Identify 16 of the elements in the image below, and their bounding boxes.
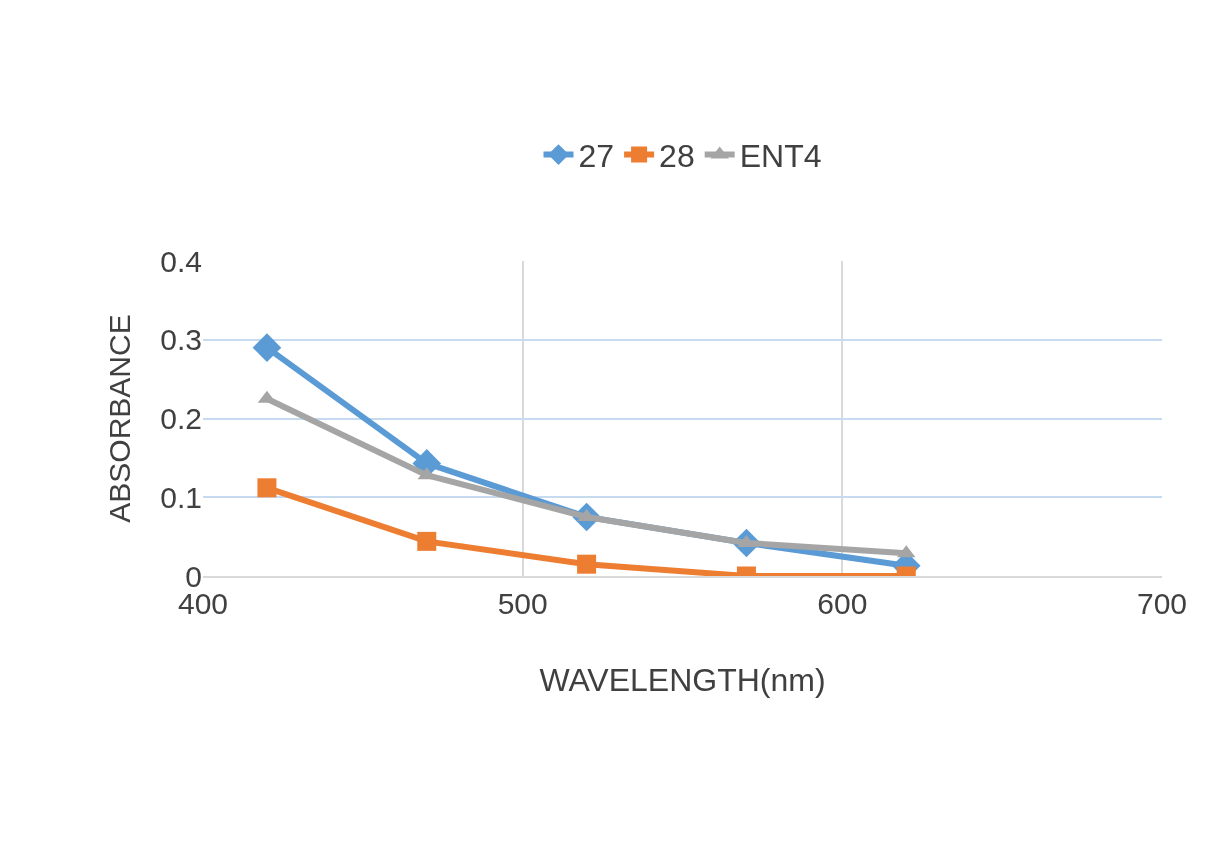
point — [252, 333, 282, 362]
legend-label: 27 — [578, 138, 615, 175]
x-tick-label: 700 — [1136, 587, 1188, 620]
legend-label: ENT4 — [739, 138, 822, 175]
y-tick-label: 0.3 — [160, 323, 202, 357]
point — [577, 554, 597, 574]
y-tick-label: 0.1 — [160, 480, 202, 514]
x-tick-label: 600 — [817, 587, 868, 620]
x-axis-title: WAVELENGTH(nm) — [539, 662, 826, 699]
y-tick-label: 0.4 — [160, 244, 202, 278]
y-tick-label: 0.2 — [160, 402, 202, 435]
point — [257, 478, 277, 498]
legend-label: 28 — [659, 138, 695, 175]
point — [417, 531, 437, 551]
x-tick-label: 500 — [497, 587, 548, 620]
y-axis-title: ABSORBANCE — [103, 314, 137, 523]
